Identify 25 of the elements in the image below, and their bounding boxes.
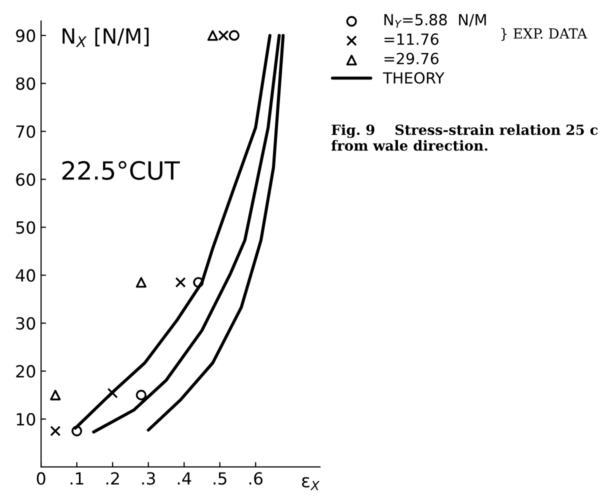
legend-label: N$_{Y}$=5.88 N/M	[384, 14, 486, 28]
y-tick-label: 60	[16, 173, 36, 186]
x-tick-label: 0	[36, 472, 46, 485]
x-tick-label: .1	[70, 472, 84, 485]
legend-label: THEORY	[382, 72, 444, 84]
legend-label: =29.76	[384, 52, 439, 64]
x-tick-label: .5	[214, 472, 226, 485]
y-tick-label: 70	[16, 125, 36, 138]
y-tick-label: 50	[16, 221, 36, 234]
y-tick-label: 10	[16, 413, 36, 426]
y-tick-label: 90	[16, 29, 36, 42]
x-tick-label: .4	[178, 472, 192, 485]
caption: Fig. 9 Stress-strain relation 25 c from wale direction.	[331, 124, 598, 151]
x-tick-label: .3	[142, 472, 155, 485]
y-tick-label: 20	[16, 365, 36, 378]
y-axis-title: N$_{X}$ [N/M]	[62, 28, 149, 48]
x-tick-label: .2	[106, 472, 119, 485]
x-axis-title: ε$_{X}$	[302, 477, 320, 490]
text: } EXP. DATA	[501, 28, 588, 41]
annotation: 22.5°CUT	[62, 161, 180, 180]
y-tick-label: 40	[16, 269, 36, 282]
legend-label: =11.76	[384, 33, 439, 45]
x-tick-label: .6	[249, 472, 263, 485]
y-tick-label: 30	[16, 317, 36, 330]
y-tick-label: 80	[16, 77, 36, 90]
